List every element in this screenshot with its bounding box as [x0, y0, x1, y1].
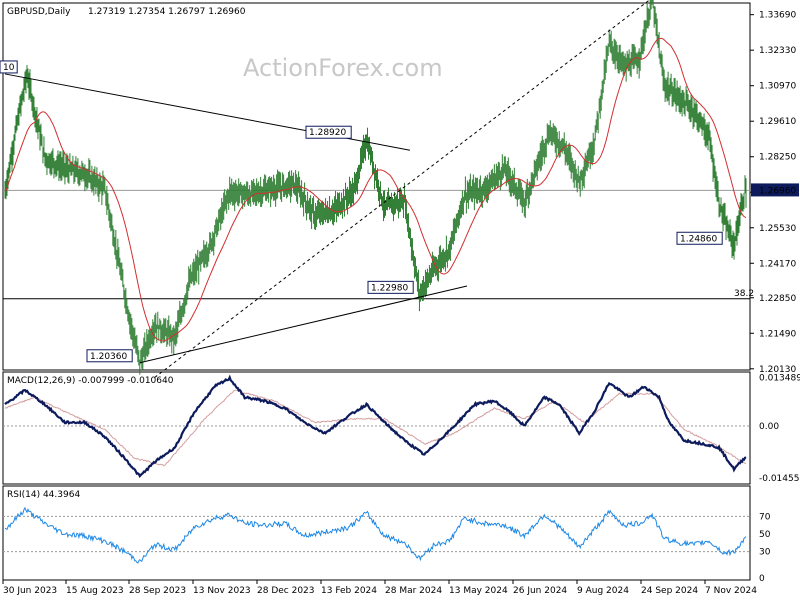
- price-annotation-box: [0, 60, 18, 74]
- price-annotation-label: 1.20360: [90, 352, 127, 362]
- x-tick-label: 30 Jun 2023: [3, 586, 57, 596]
- price-y-tick-label: 1.22850: [759, 294, 796, 304]
- price-y-tick-label: 1.33690: [759, 11, 796, 21]
- macd-panel: 0.013489 0.00 -0.014554: [3, 374, 800, 484]
- symbol-label: GBPUSD,Daily: [7, 7, 71, 17]
- price-annotation-box: [367, 280, 414, 294]
- rsi-panel: 70 50 30 0: [3, 506, 771, 584]
- price-panel: 1.336901.323301.309701.296101.282501.268…: [0, 0, 799, 378]
- rsi-y-tick-label: 70: [759, 512, 771, 522]
- x-tick-label: 28 Sep 2023: [129, 586, 186, 596]
- x-tick-label: 24 Sep 2024: [641, 586, 698, 596]
- macd-main-line: [4, 374, 747, 479]
- price-bars: [4, 0, 747, 375]
- price-y-tick-label: 1.25530: [759, 224, 796, 234]
- x-tick-label: 28 Dec 2023: [257, 586, 315, 596]
- macd-y-tick-label: 0.013489: [759, 374, 800, 384]
- x-tick-label: 26 Jun 2024: [513, 586, 567, 596]
- price-annotation-box: [86, 349, 133, 363]
- price-annotation-label: 1.22980: [371, 283, 408, 293]
- price-y-tick-label: 1.20130: [759, 365, 796, 375]
- x-axis: 30 Jun 2023 15 Aug 2023 28 Sep 2023 13 Nov …: [2, 580, 757, 596]
- price-annotation-box: [676, 231, 723, 245]
- x-tick-label: 9 Aug 2024: [577, 586, 629, 596]
- moving-average-line: [4, 37, 747, 342]
- ohlc-label: 1.27319 1.27354 1.26797 1.26960: [88, 7, 246, 17]
- macd-signal-line: [4, 389, 746, 467]
- rsi-y-tick-label: 0: [759, 574, 765, 584]
- price-annotation-label: 10: [3, 63, 15, 73]
- price-y-tick-label: 1.29610: [759, 117, 796, 127]
- price-annotation-box: [305, 125, 352, 139]
- x-tick-label: 7 Nov 2024: [705, 586, 757, 596]
- channel-trendline: [154, 0, 651, 378]
- rsi-line: [4, 506, 747, 564]
- rsi-title: RSI(14) 44.3964: [7, 490, 80, 500]
- macd-y-tick-label: 0.00: [759, 422, 779, 432]
- price-y-tick-label: 1.32330: [759, 46, 796, 56]
- rsi-y-tick-label: 50: [759, 530, 771, 540]
- price-y-tick-label: 1.28250: [759, 153, 796, 163]
- price-y-tick-label: 1.21490: [759, 329, 796, 339]
- current-price-label: 1.26960: [759, 186, 796, 196]
- x-tick-label: 13 May 2024: [449, 586, 508, 596]
- current-price-box: [751, 183, 799, 197]
- fib-level-label: 38.2: [734, 289, 754, 299]
- x-tick-label: 28 Mar 2024: [385, 586, 442, 596]
- price-annotation-label: 1.28920: [309, 128, 346, 138]
- price-y-tick-label: 1.30970: [759, 82, 796, 92]
- price-panel-frame: [2, 2, 751, 371]
- macd-panel-frame: [2, 371, 751, 485]
- falling-trendline: [4, 73, 411, 151]
- rsi-y-tick-label: 30: [759, 548, 771, 558]
- price-y-tick-label: 1.24170: [759, 259, 796, 269]
- price-annotation-label: 1.24860: [680, 234, 717, 244]
- watermark: ActionForex.com: [243, 54, 443, 82]
- x-tick-label: 15 Aug 2023: [66, 586, 124, 596]
- macd-title: MACD(12,26,9) -0.007999 -0.010640: [7, 376, 174, 386]
- x-tick-label: 13 Feb 2024: [321, 586, 377, 596]
- rsi-panel-frame: [2, 485, 751, 581]
- rising-trendline: [139, 285, 468, 364]
- x-tick-label: 13 Nov 2023: [193, 586, 251, 596]
- macd-y-tick-label: -0.014554: [759, 474, 800, 484]
